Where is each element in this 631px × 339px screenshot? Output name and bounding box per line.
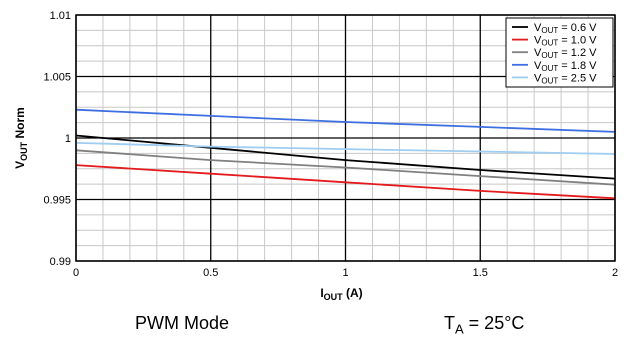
- x-tick-label: 0.5: [203, 267, 218, 279]
- x-tick-label: 1: [342, 267, 348, 279]
- legend-label-4: VOUT = 1.8 V: [534, 60, 597, 73]
- series-line-5: [75, 142, 616, 155]
- series-lines: [75, 108, 616, 200]
- x-tick-label: 1.5: [473, 267, 488, 279]
- y-tick-label: 1.01: [50, 10, 71, 22]
- series-line-1: [75, 134, 616, 180]
- y-tick-label: 1.005: [43, 72, 71, 84]
- y-tick-label: 0.99: [50, 256, 71, 268]
- temperature-note: TA = 25°C: [444, 313, 524, 337]
- series-line-3: [75, 149, 616, 186]
- x-axis-ticks: 0 0.5 1 1.5 2: [73, 267, 618, 279]
- y-axis-title: VOUT Norm: [13, 107, 29, 169]
- temperature-subscript: A: [455, 321, 464, 337]
- series-line-4: [75, 108, 616, 133]
- y-tick-label: 0.995: [43, 195, 71, 207]
- legend-label-2: VOUT = 1.0 V: [534, 35, 597, 48]
- temperature-value: = 25°C: [463, 313, 525, 333]
- x-axis-title: IOUT (A): [320, 286, 362, 302]
- temperature-symbol: T: [444, 313, 455, 333]
- mode-note: PWM Mode: [135, 313, 230, 333]
- x-tick-label: 0: [73, 267, 79, 279]
- y-axis-ticks: 0.99 0.995 1 1.005 1.01: [43, 10, 71, 268]
- plot-frame: [75, 14, 616, 262]
- legend-label-5: VOUT = 2.5 V: [534, 72, 597, 85]
- legend-label-1: VOUT = 0.6 V: [534, 22, 597, 35]
- series-line-2: [75, 164, 616, 200]
- legend-label-3: VOUT = 1.2 V: [534, 47, 597, 60]
- x-tick-label: 2: [612, 267, 618, 279]
- y-tick-label: 1: [65, 133, 71, 145]
